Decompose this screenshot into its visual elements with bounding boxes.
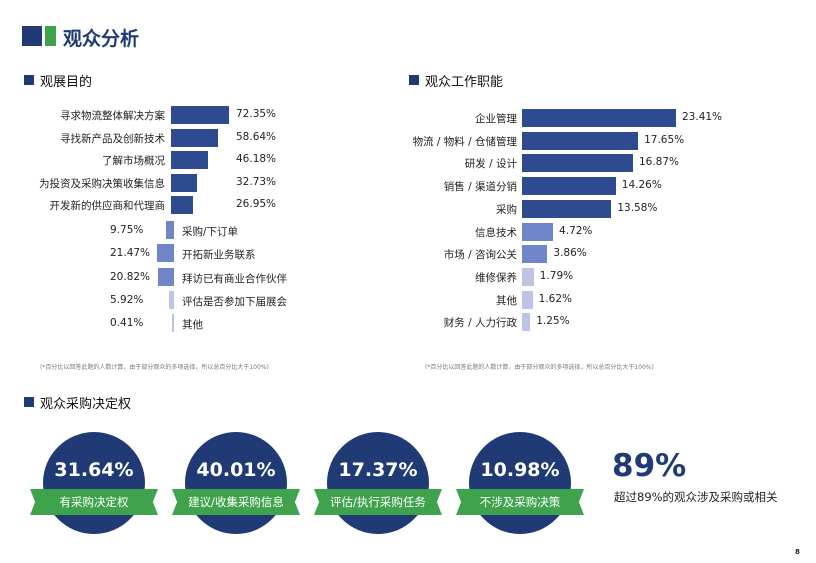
decision-label: 有采购决定权 — [30, 489, 158, 515]
bar-value: 13.58% — [617, 201, 658, 214]
section-marker — [24, 397, 34, 407]
bar-value: 1.62% — [538, 292, 573, 305]
bar — [522, 154, 633, 173]
bar-label: 了解市场概况 — [102, 155, 165, 167]
bar-value: 3.86% — [553, 247, 587, 260]
purpose-section-title: 观展目的 — [40, 75, 93, 90]
decision-circle — [327, 432, 429, 534]
bar — [171, 106, 229, 124]
bar-label: 其他 — [496, 294, 517, 307]
bar-value: 14.26% — [621, 179, 662, 192]
decision-percent: 17.37% — [338, 459, 418, 481]
function-section-title: 观众工作职能 — [425, 75, 504, 90]
summary-text: 超过89%的观众涉及采购或相关 — [614, 490, 778, 504]
bar-label: 采购 — [496, 203, 517, 216]
bar-label: 评估是否参加下届展会 — [182, 295, 287, 308]
bar-value: 17.65% — [644, 133, 685, 146]
bar — [522, 109, 676, 127]
title-accent-green — [45, 26, 56, 46]
title-accent-blue — [22, 26, 42, 46]
bar-label: 销售 / 渠道分销 — [443, 181, 517, 194]
function-note: (*百分比以回答此题的人数计算，由于部分观众的多项选择，所以总百分比大于100%… — [425, 364, 654, 371]
bar — [171, 173, 198, 192]
bar-value: 16.87% — [638, 156, 680, 169]
bar-value: 23.41% — [682, 111, 723, 123]
bar-label: 寻求物流整体解决方案 — [60, 110, 165, 122]
decision-item: 40.01% 建议/收集采购信息 — [172, 432, 300, 534]
bar — [169, 290, 174, 309]
decision-item: 31.64% 有采购决定权 — [30, 432, 158, 534]
bar-value: 20.82% — [110, 270, 151, 283]
decision-circle — [469, 432, 571, 534]
bar — [522, 131, 639, 150]
summary-percent: 89% — [612, 448, 687, 484]
bar-label: 开拓新业务联系 — [182, 249, 256, 262]
bar-value: 26.95% — [236, 198, 277, 210]
bar-label: 寻找新产品及创新技术 — [60, 132, 165, 145]
bar-value: 4.72% — [559, 224, 593, 237]
decision-percent: 31.64% — [54, 459, 134, 481]
bar — [172, 314, 174, 333]
bar-value: 46.18% — [236, 153, 277, 165]
bar — [522, 199, 612, 218]
page-number: 8 — [795, 548, 800, 556]
section-marker — [24, 75, 34, 85]
bar-value: 5.92% — [110, 293, 144, 306]
bar-value: 32.73% — [236, 175, 277, 188]
decision-label: 建议/收集采购信息 — [172, 489, 300, 515]
bar-value: 58.64% — [236, 130, 277, 143]
bar-label: 信息技术 — [475, 226, 517, 239]
bar-label: 市场 / 咨询公关 — [443, 249, 517, 262]
bar — [171, 196, 193, 214]
bar-label: 财务 / 人力行政 — [443, 317, 517, 330]
bar-label: 为投资及采购决策收集信息 — [39, 177, 165, 190]
bar — [522, 290, 533, 309]
decision-item: 10.98% 不涉及采购决策 — [456, 432, 584, 534]
bar-value: 21.47% — [110, 247, 151, 260]
bar-value: 1.25% — [536, 315, 570, 328]
bar-label: 物流 / 物料 / 仓储管理 — [412, 135, 517, 148]
decision-percent: 10.98% — [480, 459, 560, 481]
bar-label: 采购/下订单 — [182, 226, 239, 238]
bar-label: 开发新的供应商和代理商 — [49, 200, 166, 212]
bar — [157, 267, 174, 286]
bar-value: 1.79% — [539, 269, 574, 282]
bar-value: 9.75% — [110, 224, 144, 236]
bar-value: 0.41% — [110, 317, 144, 330]
decision-item: 17.37% 评估/执行采购任务 — [314, 432, 442, 534]
bar — [522, 267, 534, 286]
bar-label: 维修保养 — [475, 271, 517, 284]
bar — [522, 177, 616, 196]
bar — [522, 245, 548, 264]
decision-percent: 40.01% — [196, 459, 276, 481]
bar — [166, 221, 174, 239]
decision-circle — [185, 432, 287, 534]
decision-label: 不涉及采购决策 — [456, 489, 584, 515]
bar — [171, 128, 218, 147]
bar-value: 72.35% — [236, 108, 277, 120]
bar-label: 企业管理 — [475, 113, 517, 125]
decision-section-title: 观众采购决定权 — [40, 397, 132, 412]
bar-label: 其他 — [182, 319, 203, 332]
bar — [522, 313, 531, 332]
section-marker — [409, 75, 419, 85]
bar — [522, 222, 554, 241]
purpose-note: (*百分比以回答此题的人数计算，由于部分观众的多项选择，所以总百分比大于100%… — [40, 364, 269, 371]
decision-circle — [43, 432, 145, 534]
bar — [171, 151, 209, 169]
bar-label: 拜访已有商业合作伙伴 — [182, 272, 287, 285]
bar — [157, 244, 174, 263]
bar-label: 研发 / 设计 — [464, 158, 517, 171]
decision-label: 评估/执行采购任务 — [314, 489, 442, 515]
page-title: 观众分析 — [63, 28, 140, 50]
